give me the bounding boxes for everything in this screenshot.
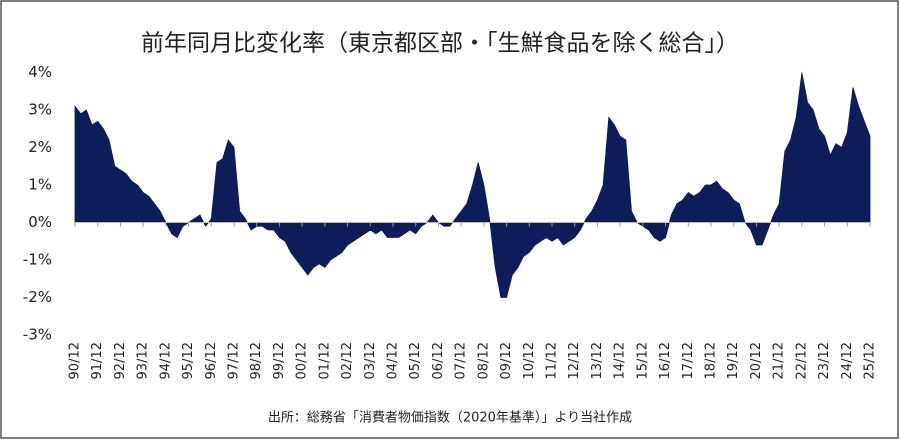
y-tick-label: -1% [23,251,52,269]
x-tick-label: 02/12 [340,342,355,379]
x-tick-label: 04/12 [386,342,401,379]
x-tick-label: 91/12 [90,342,105,379]
x-tick-label: 22/12 [794,342,809,379]
source-note: 出所：総務省「消費者物価指数（2020年基準）」より当社作成 [268,410,632,426]
area [74,72,871,298]
y-tick-label: 4% [28,63,52,81]
x-tick-label: 20/12 [749,342,764,379]
x-tick-label: 01/12 [317,342,332,379]
x-tick-label: 18/12 [704,342,719,379]
y-tick-label: 2% [28,138,52,156]
y-tick-label: -3% [23,326,52,344]
y-tick-label: 1% [28,176,52,194]
x-tick-label: 21/12 [772,342,787,379]
x-tick-label: 05/12 [408,342,423,379]
x-tick-label: 11/12 [545,342,560,379]
x-tick-label: 99/12 [272,342,287,379]
x-tick-label: 92/12 [113,342,128,379]
y-tick-label: 0% [28,213,52,231]
chart-title: 前年同月比変化率（東京都区部・「生鮮食品を除く総合」） [141,31,739,57]
x-tick-label: 23/12 [817,342,832,379]
x-tick-label: 13/12 [590,342,605,379]
x-tick-label: 06/12 [431,342,446,379]
x-tick-label: 19/12 [726,342,741,379]
x-tick-label: 94/12 [158,342,173,379]
x-tick-label: 25/12 [863,342,878,379]
x-tick-label: 95/12 [181,342,196,379]
y-tick-label: 3% [28,101,52,119]
x-tick-label: 08/12 [476,342,491,379]
x-tick-label: 17/12 [681,342,696,379]
x-tick-label: 00/12 [295,342,310,379]
x-tick-label: 03/12 [363,342,378,379]
x-tick-label: 12/12 [567,342,582,379]
x-tick-label: 07/12 [454,342,469,379]
x-tick-label: 09/12 [499,342,514,379]
x-tick-label: 96/12 [204,342,219,379]
x-tick-label: 15/12 [635,342,650,379]
x-tick-label: 90/12 [68,342,83,379]
y-tick-label: -2% [23,288,52,306]
x-tick-label: 93/12 [136,342,151,379]
x-tick-label: 10/12 [522,342,537,379]
x-tick-label: 16/12 [658,342,673,379]
x-tick-label: 14/12 [613,342,628,379]
x-tick-label: 97/12 [227,342,242,379]
x-tick-label: 24/12 [840,342,855,379]
x-tick-label: 98/12 [249,342,264,379]
